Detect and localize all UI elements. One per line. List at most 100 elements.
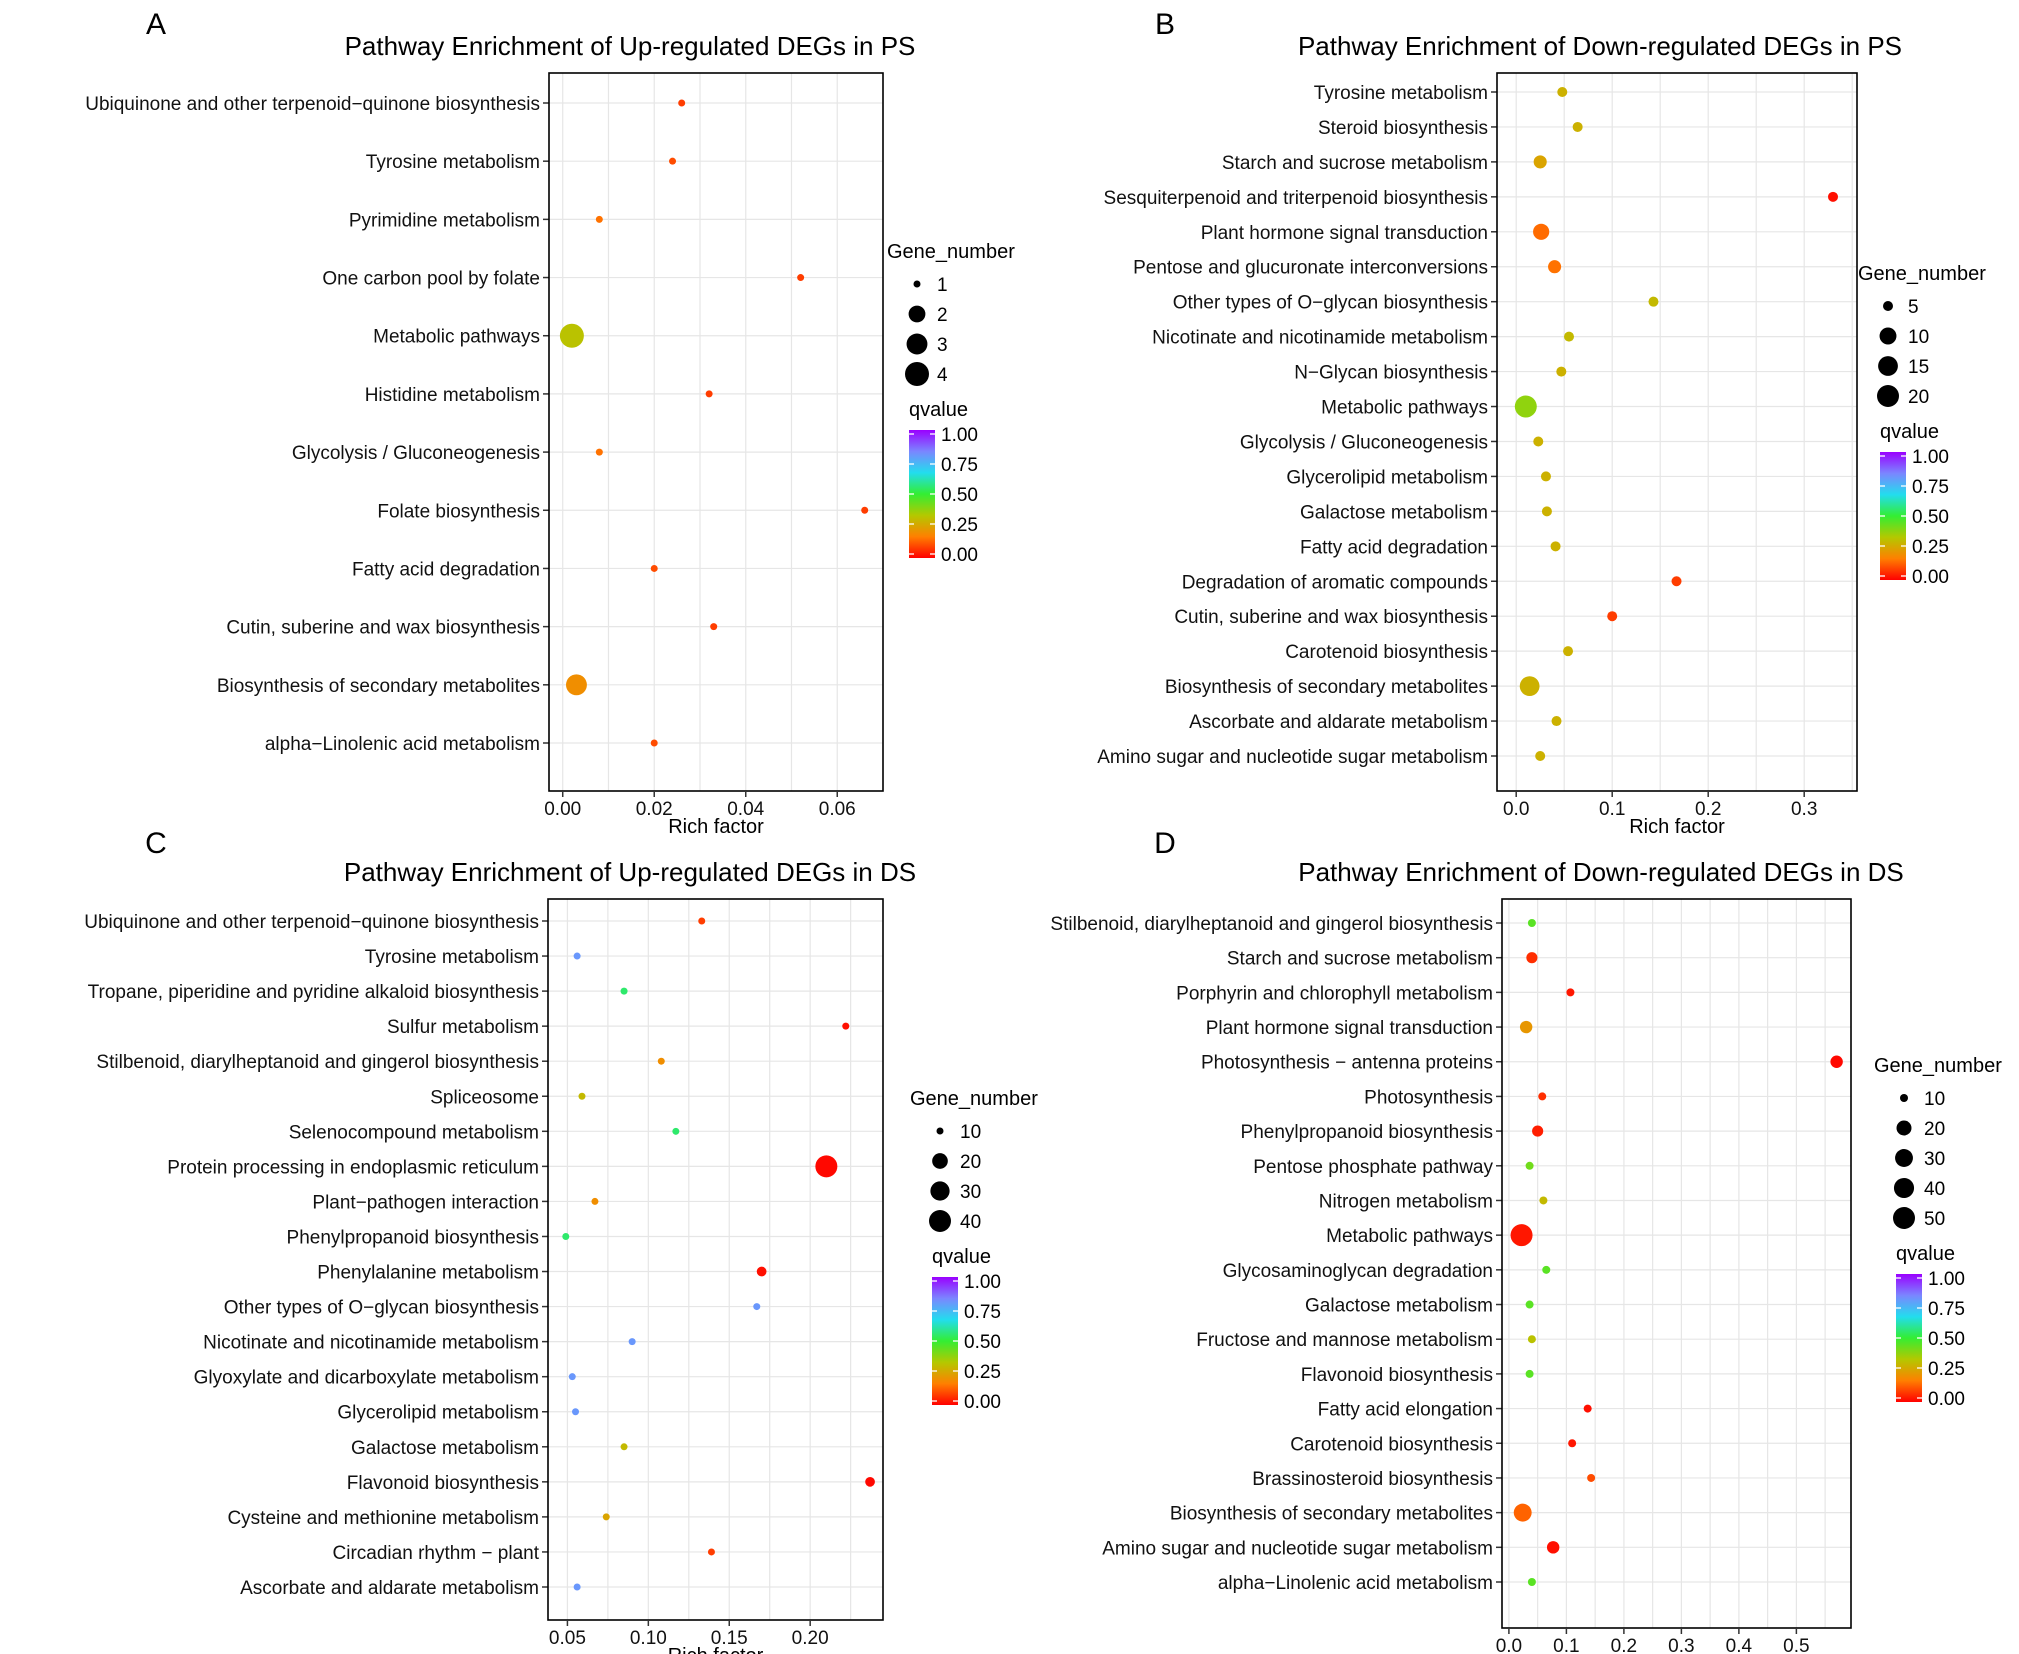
data-point: [1564, 331, 1574, 342]
plot-border: [547, 898, 884, 1621]
pathway-label: Plant−pathogen interaction: [312, 1192, 539, 1213]
color-legend-label: 0.00: [1928, 1389, 1965, 1410]
size-legend: Gene_number 1 2 3 4: [887, 241, 1015, 386]
data-point: [1519, 1020, 1533, 1034]
data-point: [672, 1127, 680, 1135]
pathway-label: Photosynthesis: [1364, 1087, 1493, 1108]
size-legend-dot: [1893, 1207, 1915, 1229]
x-tick-label: 0.2: [1695, 799, 1721, 820]
pathway-label: Pyrimidine metabolism: [349, 210, 540, 231]
size-legend-label: 10: [1908, 327, 1929, 348]
pathway-label: Nicotinate and nicotinamide metabolism: [203, 1333, 539, 1354]
size-legend-dot: [936, 1127, 944, 1135]
size-legend-dot: [1896, 1120, 1912, 1136]
size-legend-title: Gene_number: [910, 1088, 1038, 1110]
size-legend-dot: [1895, 1149, 1913, 1167]
data-point: [573, 952, 581, 960]
pathway-label: Metabolic pathways: [1321, 398, 1488, 419]
pathway-label: Other types of O−glycan biosynthesis: [1173, 293, 1488, 314]
size-legend-label: 30: [1924, 1149, 1945, 1170]
data-point: [573, 1583, 581, 1591]
data-point: [602, 1513, 610, 1521]
pathway-label: Tyrosine metabolism: [365, 947, 539, 968]
data-point: [1540, 471, 1551, 482]
x-tick-label: 0.4: [1726, 1636, 1753, 1654]
panel-letter: C: [145, 827, 167, 860]
color-legend-label: 0.25: [964, 1362, 1001, 1383]
data-point: [1546, 1541, 1560, 1554]
pathway-label: Porphyrin and chlorophyll metabolism: [1176, 983, 1493, 1004]
color-legend: qvalue 1.00 0.75 0.50 0.25 0.00: [909, 399, 978, 566]
plot-background: [549, 73, 883, 791]
chart-title: Pathway Enrichment of Down-regulated DEG…: [1298, 857, 1904, 887]
x-tick-label: 0.0: [1496, 1636, 1522, 1654]
pathway-label: Glycolysis / Gluconeogenesis: [1240, 432, 1488, 453]
pathway-label: Fatty acid elongation: [1318, 1400, 1493, 1421]
pathway-label: Other types of O−glycan biosynthesis: [224, 1298, 539, 1319]
color-legend-label: 0.25: [941, 515, 978, 536]
color-legend: qvalue 1.00 0.75 0.50 0.25 0.00: [1896, 1243, 1965, 1410]
data-point: [698, 917, 706, 925]
size-legend-dot: [905, 362, 929, 386]
pathway-label: Fatty acid degradation: [352, 559, 540, 580]
x-tick-label: 0.04: [727, 799, 764, 820]
data-point: [1539, 1196, 1548, 1205]
size-legend-label: 40: [960, 1212, 981, 1233]
data-point: [1541, 506, 1552, 517]
pathway-label: Glyoxylate and dicarboxylate metabolism: [194, 1368, 539, 1389]
data-point: [1648, 296, 1659, 307]
chart-title: Pathway Enrichment of Up-regulated DEGs …: [344, 857, 916, 887]
color-legend-label: 0.75: [941, 455, 978, 476]
data-point: [1525, 1369, 1534, 1378]
color-legend-label: 0.25: [1928, 1359, 1965, 1380]
size-legend-label: 20: [1908, 387, 1929, 408]
size-legend: Gene_number 5 10 15 20: [1858, 263, 1986, 408]
pathway-label: Circadian rhythm − plant: [333, 1543, 540, 1564]
chart-title: Pathway Enrichment of Down-regulated DEG…: [1298, 31, 1902, 61]
size-legend-dot: [930, 1181, 950, 1201]
size-legend-title: Gene_number: [1858, 263, 1986, 285]
x-tick-label: 0.02: [636, 799, 673, 820]
pathway-label: Nicotinate and nicotinamide metabolism: [1152, 328, 1488, 349]
pathway-label: Pentose phosphate pathway: [1253, 1157, 1493, 1178]
pathway-label: Nitrogen metabolism: [1319, 1191, 1493, 1212]
pathway-label: Glycerolipid metabolism: [337, 1403, 539, 1424]
pathway-label: Galactose metabolism: [1305, 1296, 1493, 1317]
pathway-label: Flavonoid biosynthesis: [347, 1473, 539, 1494]
color-legend-title: qvalue: [932, 1246, 991, 1268]
color-legend-title: qvalue: [1896, 1243, 1955, 1265]
x-tick-label: 0.05: [549, 1628, 586, 1649]
color-legend-label: 1.00: [1912, 447, 1949, 468]
data-point: [568, 1373, 576, 1381]
x-axis-label: Rich factor: [668, 816, 764, 838]
size-legend-dot: [913, 280, 921, 288]
plot-border: [548, 72, 884, 792]
size-legend-dot: [1893, 1177, 1915, 1199]
color-legend-label: 1.00: [964, 1272, 1001, 1293]
data-point: [595, 448, 603, 456]
data-point: [1572, 121, 1583, 132]
pathway-label: Selenocompound metabolism: [289, 1122, 539, 1143]
x-tick-label: 0.0: [1503, 799, 1529, 820]
data-point: [1556, 366, 1567, 377]
x-tick-label: 0.1: [1599, 799, 1625, 820]
pathway-label: Starch and sucrose metabolism: [1227, 949, 1493, 970]
data-point: [1533, 223, 1550, 240]
pathway-label: Sesquiterpenoid and triterpenoid biosynt…: [1104, 188, 1488, 209]
plot-border: [1501, 898, 1852, 1629]
pathway-label: Amino sugar and nucleotide sugar metabol…: [1102, 1538, 1493, 1559]
data-point: [657, 1057, 665, 1065]
color-legend-label: 0.75: [1928, 1299, 1965, 1320]
data-point: [628, 1338, 636, 1346]
pathway-label: Degradation of aromatic compounds: [1182, 572, 1488, 593]
pathway-label: Photosynthesis − antenna proteins: [1201, 1053, 1493, 1074]
data-point: [1532, 1125, 1544, 1137]
size-legend-label: 20: [960, 1152, 981, 1173]
data-point: [669, 157, 677, 165]
pathway-label: Ascorbate and aldarate metabolism: [240, 1578, 539, 1599]
pathway-label: Ubiquinone and other terpenoid−quinone b…: [84, 912, 539, 933]
size-legend-label: 10: [1924, 1089, 1945, 1110]
pathway-label: Stilbenoid, diarylheptanoid and gingerol…: [1050, 914, 1493, 935]
data-point: [595, 215, 603, 223]
data-point: [1542, 1265, 1551, 1274]
